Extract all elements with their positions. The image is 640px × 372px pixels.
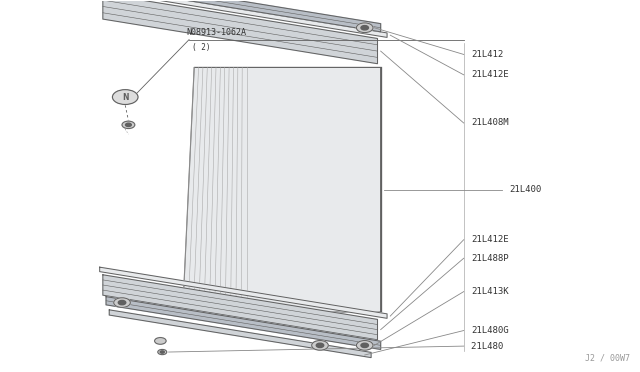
Polygon shape xyxy=(100,267,387,318)
Circle shape xyxy=(160,351,164,353)
Polygon shape xyxy=(103,0,378,64)
Text: 21L413K: 21L413K xyxy=(471,287,509,296)
Circle shape xyxy=(361,343,369,347)
Text: 21L408M: 21L408M xyxy=(471,119,509,128)
Circle shape xyxy=(113,90,138,105)
Circle shape xyxy=(356,340,373,350)
Text: 21L480: 21L480 xyxy=(471,341,509,350)
Polygon shape xyxy=(182,67,381,312)
Circle shape xyxy=(316,343,324,347)
Text: ( 2): ( 2) xyxy=(192,43,211,52)
Text: J2 / 00W7: J2 / 00W7 xyxy=(585,353,630,362)
Circle shape xyxy=(125,123,131,126)
Polygon shape xyxy=(109,310,371,357)
Circle shape xyxy=(122,121,135,129)
Circle shape xyxy=(356,23,373,33)
Text: 21L480G: 21L480G xyxy=(471,326,509,335)
Polygon shape xyxy=(109,0,381,32)
Text: 21L412E: 21L412E xyxy=(471,70,509,79)
Text: N: N xyxy=(122,93,129,102)
Circle shape xyxy=(118,301,126,305)
Text: 21L488P: 21L488P xyxy=(471,254,509,263)
Text: 21L412: 21L412 xyxy=(471,50,504,59)
Polygon shape xyxy=(100,0,387,37)
Circle shape xyxy=(361,26,369,30)
Polygon shape xyxy=(103,275,378,340)
Polygon shape xyxy=(106,296,381,349)
Circle shape xyxy=(158,349,167,355)
Circle shape xyxy=(114,298,131,307)
Text: 21L412E: 21L412E xyxy=(471,235,509,244)
Text: 21L400: 21L400 xyxy=(509,185,542,194)
Circle shape xyxy=(312,340,328,350)
Text: N08913-1062A: N08913-1062A xyxy=(186,28,246,37)
Circle shape xyxy=(155,337,166,344)
